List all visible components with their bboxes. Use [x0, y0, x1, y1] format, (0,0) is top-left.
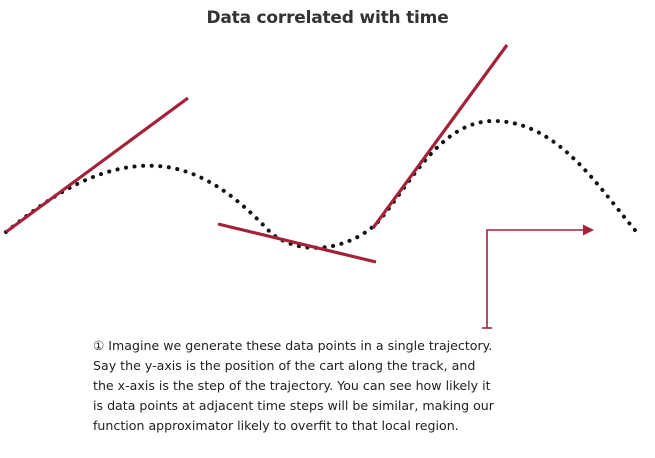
- trajectory-dotted-curve: [4, 118, 642, 250]
- caption-line: the x-axis is the step of the trajectory…: [93, 378, 491, 393]
- elbow-arrow-right-icon: [482, 224, 594, 329]
- caption-line: function approximator likely to overfit …: [93, 418, 459, 433]
- diagram-title: Data correlated with time: [206, 8, 449, 28]
- tangent-line-3: [371, 44, 509, 229]
- caption-line: Say the y-axis is the position of the ca…: [93, 358, 476, 373]
- tangent-line-1: [5, 96, 189, 234]
- caption-line: ① Imagine we generate these data points …: [93, 338, 493, 353]
- caption-line: is data points at adjacent time steps wi…: [93, 398, 494, 413]
- tangent-line-2: [217, 222, 377, 264]
- caption-text: ① Imagine we generate these data points …: [93, 336, 543, 436]
